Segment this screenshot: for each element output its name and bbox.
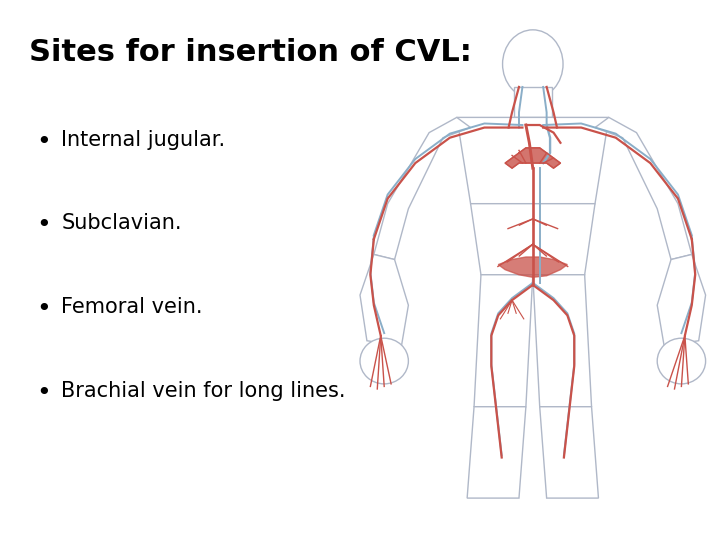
Text: •: • <box>36 130 50 153</box>
Polygon shape <box>474 275 533 407</box>
FancyBboxPatch shape <box>514 87 552 117</box>
Text: Femoral vein.: Femoral vein. <box>61 297 203 317</box>
Polygon shape <box>595 117 692 260</box>
Text: •: • <box>36 213 50 237</box>
Text: Internal jugular.: Internal jugular. <box>61 130 225 150</box>
Polygon shape <box>540 407 598 498</box>
Polygon shape <box>657 254 706 346</box>
Text: •: • <box>36 297 50 321</box>
Text: •: • <box>36 381 50 404</box>
Polygon shape <box>505 148 560 168</box>
Polygon shape <box>471 204 595 275</box>
Text: Brachial vein for long lines.: Brachial vein for long lines. <box>61 381 346 401</box>
Polygon shape <box>456 117 609 204</box>
Text: Sites for insertion of CVL:: Sites for insertion of CVL: <box>29 38 472 67</box>
Polygon shape <box>374 117 471 260</box>
Text: Subclavian.: Subclavian. <box>61 213 181 233</box>
Polygon shape <box>360 254 408 346</box>
Polygon shape <box>467 407 526 498</box>
Polygon shape <box>498 257 567 278</box>
Polygon shape <box>533 275 592 407</box>
Ellipse shape <box>657 338 706 384</box>
Ellipse shape <box>503 30 563 98</box>
Ellipse shape <box>360 338 408 384</box>
